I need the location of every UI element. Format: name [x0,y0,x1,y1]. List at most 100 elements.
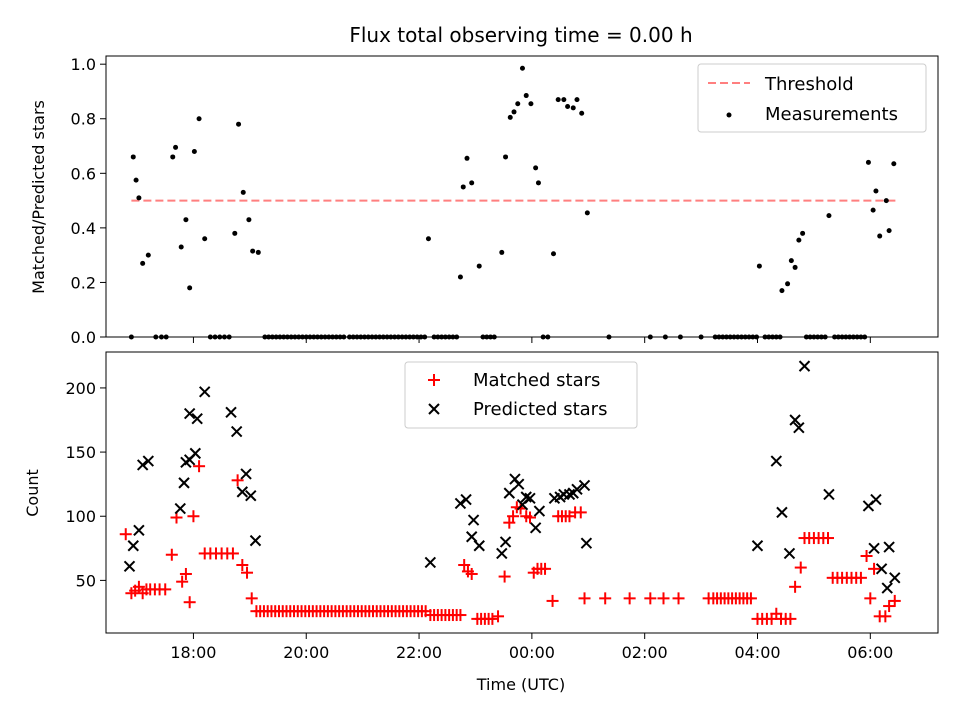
legend-predicted-label: Predicted stars [473,399,607,420]
predicted-point [230,425,243,438]
measurement-point [533,165,539,171]
predicted-point [798,360,811,372]
measurement-point [469,180,475,186]
matched-point [176,575,189,588]
measurement-point [178,244,184,250]
matched-point [888,594,901,607]
predicted-point [883,541,895,553]
measurement-point [503,154,509,160]
matched-point [822,532,835,545]
measurement-point [236,121,242,127]
measurement-point [187,285,193,291]
measurement-point [511,109,517,115]
measurement-point [136,195,142,201]
measurement-point [202,236,208,242]
predicted-point [499,536,512,548]
predicted-point [249,534,262,547]
measurement-point [550,251,556,257]
measurement-point [865,159,871,165]
matched-point [599,592,612,605]
y-tick-label: 0.0 [71,328,96,347]
predicted-point [174,502,186,515]
x-tick-label: 06:00 [847,643,893,662]
measurement-point [886,228,892,234]
matched-point [546,594,559,607]
matched-point [236,558,249,571]
measurement-point [196,116,202,122]
matched-point [784,612,797,625]
matched-point [514,502,527,515]
measurement-point [870,207,876,213]
predicted-point [142,455,155,467]
predicted-point [245,490,257,502]
predicted-point [823,488,835,501]
predicted-point [789,414,801,426]
measurement-point [785,281,791,287]
legend-threshold-label: Threshold [764,74,854,95]
predicted-point [236,486,249,498]
matched-point [492,610,505,623]
measurement-point [457,274,463,280]
predicted-point [460,493,472,506]
matched-point [226,547,239,560]
measurement-point [425,236,431,242]
predicted-point [465,531,478,543]
measurement-point [140,260,146,266]
measurement-point [240,189,246,195]
predicted-point [520,491,532,503]
matched-point [159,583,172,596]
x-tick-label: 00:00 [509,643,555,662]
matched-point [458,558,471,571]
matched-point [864,592,877,605]
predicted-point [875,563,888,575]
measurement-point [519,65,525,71]
predicted-point [183,407,196,420]
predicted-point [424,556,437,569]
matched-point [119,528,132,541]
predicted-point [136,459,149,471]
y-tick-label: 0.8 [71,110,96,129]
chart-title: Flux total observing time = 0.00 h [349,23,692,47]
matched-point [578,592,591,605]
measurement-point [145,252,151,258]
measurement-point [130,154,136,160]
matched-point [241,566,254,579]
predicted-point [473,540,485,552]
predicted-point [191,413,203,425]
matched-point [868,562,881,575]
top-panel: 0.0 0.2 0.4 0.6 0.8 1.0 Matched/Predicted sta… [29,55,939,347]
predicted-point [770,455,783,467]
predicted-point [524,492,536,504]
measurement-point [250,248,256,254]
y-tick-label: 150 [65,443,96,462]
matched-point [523,511,536,524]
matched-point [623,592,636,605]
predicted-point [127,540,139,552]
measurement-point [191,148,197,154]
matched-point [744,592,757,605]
predicted-point [189,447,202,460]
measurement-point [246,217,252,223]
bottom-xlabel: Time (UTC) [476,675,565,694]
predicted-point [889,572,901,584]
matched-point [860,550,873,563]
measurement-point [561,97,567,103]
predicted-point [123,560,136,572]
measurement-point [800,230,806,236]
matched-point [854,571,867,584]
matched-point [503,516,516,529]
predicted-point [783,547,796,560]
predicted-point [133,524,145,537]
predicted-point [529,522,542,534]
measurement-point [232,230,238,236]
matched-point [879,610,892,623]
bottom-ylabel: Count [23,469,42,517]
measurement-point [579,110,585,116]
y-tick-label: 200 [65,379,96,398]
x-tick-label: 18:00 [170,643,216,662]
measurement-point [792,264,798,270]
matched-point [498,570,511,583]
measurement-point [255,249,261,255]
matched-point [187,510,200,523]
